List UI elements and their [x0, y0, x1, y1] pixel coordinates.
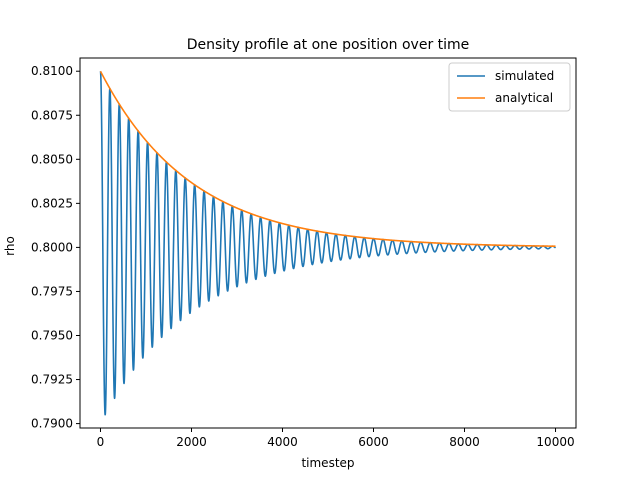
x-axis-label: timestep — [301, 456, 354, 470]
y-tick-label: 0.7900 — [31, 417, 73, 431]
y-axis-label: rho — [3, 236, 17, 256]
legend-box — [448, 62, 571, 112]
series-line-analytical — [99, 70, 557, 248]
axes-frame — [79, 57, 577, 429]
x-tick-label: 0 — [97, 435, 105, 449]
x-tick-label: 10000 — [536, 435, 574, 449]
y-tick-label: 0.8100 — [31, 64, 73, 78]
x-tick-label: 8000 — [449, 435, 480, 449]
series-line-simulated — [99, 71, 557, 416]
x-axis: 0 2000 4000 6000 8000 10000 — [97, 428, 575, 449]
y-axis: 0.7900 0.7925 0.7950 0.7975 0.8000 0.8025 0.80… — [31, 64, 80, 431]
y-tick-label: 0.8050 — [31, 152, 73, 166]
legend-label: simulated — [495, 69, 554, 83]
y-tick-label: 0.8025 — [31, 196, 73, 210]
plot-area — [99, 70, 557, 416]
y-tick-label: 0.7950 — [31, 329, 73, 343]
chart-title: Density profile at one position over tim… — [187, 37, 470, 53]
y-tick-label: 0.7975 — [31, 284, 73, 298]
y-tick-label: 0.7925 — [31, 373, 73, 387]
y-tick-label: 0.8075 — [31, 108, 73, 122]
x-tick-label: 2000 — [176, 435, 207, 449]
legend-label: analytical — [495, 91, 553, 105]
x-tick-label: 4000 — [267, 435, 298, 449]
y-tick-label: 0.8000 — [31, 240, 73, 254]
x-tick-label: 6000 — [358, 435, 389, 449]
legend: simulated analytical — [448, 62, 571, 112]
